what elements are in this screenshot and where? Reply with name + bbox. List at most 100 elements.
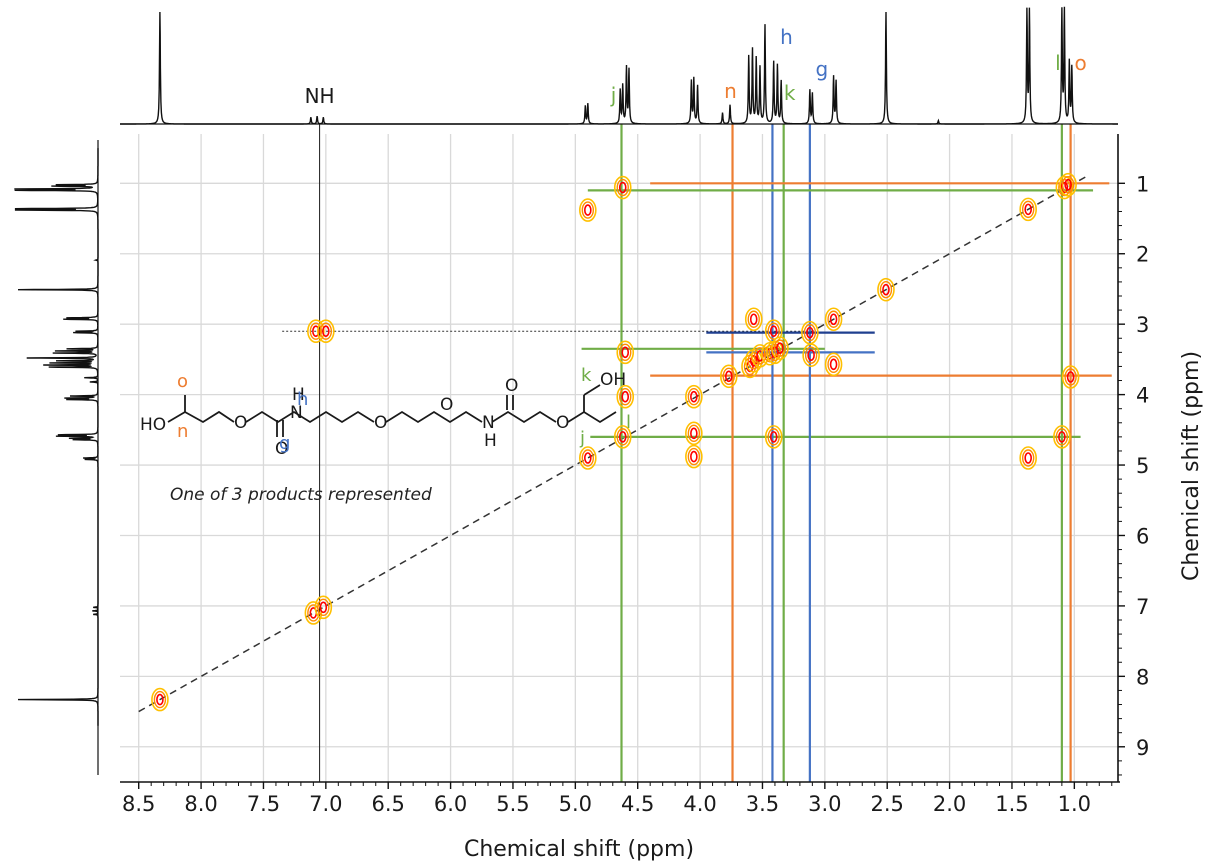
- crosspeak-inner-11: [690, 390, 698, 403]
- crosspeak-outer-31: [1055, 175, 1074, 200]
- crosspeak-outer-22: [771, 336, 789, 360]
- x-axis-ticks: 8.5 8.0 7.5 7.0 6.5 6.0 5.5 5.0 4.5 4.0 3.5 3.0 2.5 2…: [122, 782, 1113, 816]
- crosspeak-mid-28: [879, 280, 893, 299]
- crosspeak-20: [764, 319, 783, 344]
- x-tick-label-5: 6.0: [434, 792, 467, 816]
- structure-caption: One of 3 products represented: [170, 485, 432, 505]
- crosspeak-outer-32: [1059, 172, 1077, 197]
- peak-label-n: n: [724, 79, 737, 103]
- crosspeak-inner-7: [618, 181, 627, 194]
- peak-label-k: k: [784, 81, 796, 105]
- x-tick-label-14: 1.5: [995, 792, 1028, 816]
- y-tick-label-1: 2: [1136, 243, 1149, 267]
- crosspeak-outer-7: [613, 175, 632, 200]
- crosspeak-13: [685, 444, 703, 469]
- assignment-lines: [282, 124, 1112, 782]
- crosspeak-inner-5: [584, 204, 592, 216]
- crosspeak-outer-3: [307, 319, 325, 344]
- crosspeak-outer-8: [616, 340, 635, 365]
- crosspeak-inner-18: [756, 350, 764, 362]
- crosspeak-mid-12: [687, 424, 701, 443]
- mol-label-l: l: [626, 412, 631, 433]
- y-tick-label-2: 3: [1136, 313, 1149, 337]
- crosspeak-mid-27: [827, 355, 840, 374]
- crosspeak-inner-33: [1058, 431, 1066, 443]
- x-tick-label-3: 7.0: [309, 792, 342, 816]
- crosspeak-inner-32: [1064, 178, 1072, 191]
- crosspeak-34: [1061, 365, 1080, 389]
- mol-label-o: o: [177, 371, 188, 392]
- crosspeak-inner-22: [776, 342, 784, 354]
- y-tick-label-6: 7: [1136, 595, 1149, 619]
- x-tick-label-12: 2.5: [871, 792, 904, 816]
- crosspeak-9: [613, 425, 632, 449]
- crosspeak-mid-2: [317, 598, 330, 617]
- hydroxyl-label-left: HO: [140, 415, 166, 435]
- crosspeak-33: [1053, 425, 1071, 449]
- crosspeak-mid-5: [581, 201, 595, 219]
- crosspeak-outer-2: [314, 595, 333, 620]
- crosspeak-outer-6: [579, 446, 597, 470]
- ether-oxygen-1: O: [374, 413, 387, 433]
- x-tick-label-1: 8.0: [184, 792, 217, 816]
- crosspeak-outer-23: [764, 425, 783, 449]
- x-tick-label-4: 6.5: [372, 792, 405, 816]
- crosspeak-inner-6: [584, 452, 592, 464]
- crosspeak-mid-4: [319, 322, 333, 340]
- crosspeak-17: [744, 307, 763, 332]
- crosspeak-inner-28: [882, 283, 890, 296]
- y-tick-label-4: 5: [1136, 454, 1149, 478]
- ether-oxygen-2: O: [440, 395, 453, 415]
- crosspeak-outer-25: [802, 343, 820, 367]
- crosspeak-mid-18: [753, 347, 767, 365]
- crosspeak-outer-4: [317, 319, 335, 344]
- crosspeak-3: [307, 319, 325, 344]
- hydroxyl-label-right: OH: [600, 370, 626, 390]
- mol-label-n: n: [177, 421, 188, 442]
- axes: [97, 123, 1120, 783]
- y-tick-label-5: 6: [1136, 524, 1149, 548]
- crosspeak-mid-13: [687, 447, 701, 466]
- y-tick-label-8: 9: [1136, 736, 1149, 760]
- grid-lines: [120, 134, 1118, 782]
- crosspeak-inner-31: [1060, 181, 1069, 194]
- crosspeak-23: [764, 425, 783, 449]
- crosspeak-25: [802, 343, 820, 367]
- crosspeak-mid-25: [804, 346, 818, 364]
- crosspeak-inner-13: [690, 450, 698, 463]
- crosspeak-mid-8: [619, 343, 632, 362]
- x-tick-label-8: 4.5: [621, 792, 654, 816]
- crosspeak-inner-17: [749, 313, 758, 326]
- crosspeak-mid-32: [1061, 176, 1075, 194]
- y-axis-ticks: 1 2 3 4 5 6 7 8 9: [1118, 172, 1149, 776]
- crosspeak-mid-20: [767, 322, 780, 340]
- crosspeak-inner-20: [769, 325, 778, 338]
- crosspeak-mid-9: [616, 428, 629, 446]
- peak-label-j: j: [610, 83, 617, 107]
- crosspeak-inner-4: [322, 325, 330, 338]
- y-tick-label-7: 8: [1136, 665, 1149, 689]
- crosspeak-27: [824, 352, 843, 377]
- y-tick-label-0: 1: [1136, 172, 1149, 196]
- x-tick-label-13: 2.0: [933, 792, 966, 816]
- crosspeak-outer-21: [766, 340, 784, 365]
- crosspeak-6: [579, 446, 597, 470]
- crosspeak-outer-5: [579, 198, 597, 222]
- crosspeaks: [151, 172, 1080, 712]
- crosspeak-mid-34: [1064, 368, 1077, 386]
- x-tick-label-9: 4.0: [683, 792, 716, 816]
- crosspeak-outer-13: [685, 444, 703, 469]
- crosspeak-inner-16: [749, 354, 758, 367]
- crosspeak-30: [1019, 446, 1037, 470]
- crosspeak-32: [1059, 172, 1077, 197]
- crosspeak-inner-24: [806, 326, 814, 339]
- left-spectrum-trace: [14, 148, 99, 726]
- crosspeak-0: [151, 687, 169, 712]
- nh-nitrogen-1: N: [290, 403, 303, 423]
- crosspeak-outer-1: [304, 601, 323, 625]
- nh-hydrogen-1: H: [292, 385, 305, 405]
- mol-label-j: j: [579, 428, 585, 449]
- crosspeak-mid-33: [1055, 428, 1069, 446]
- crosspeak-inner-2: [319, 601, 328, 614]
